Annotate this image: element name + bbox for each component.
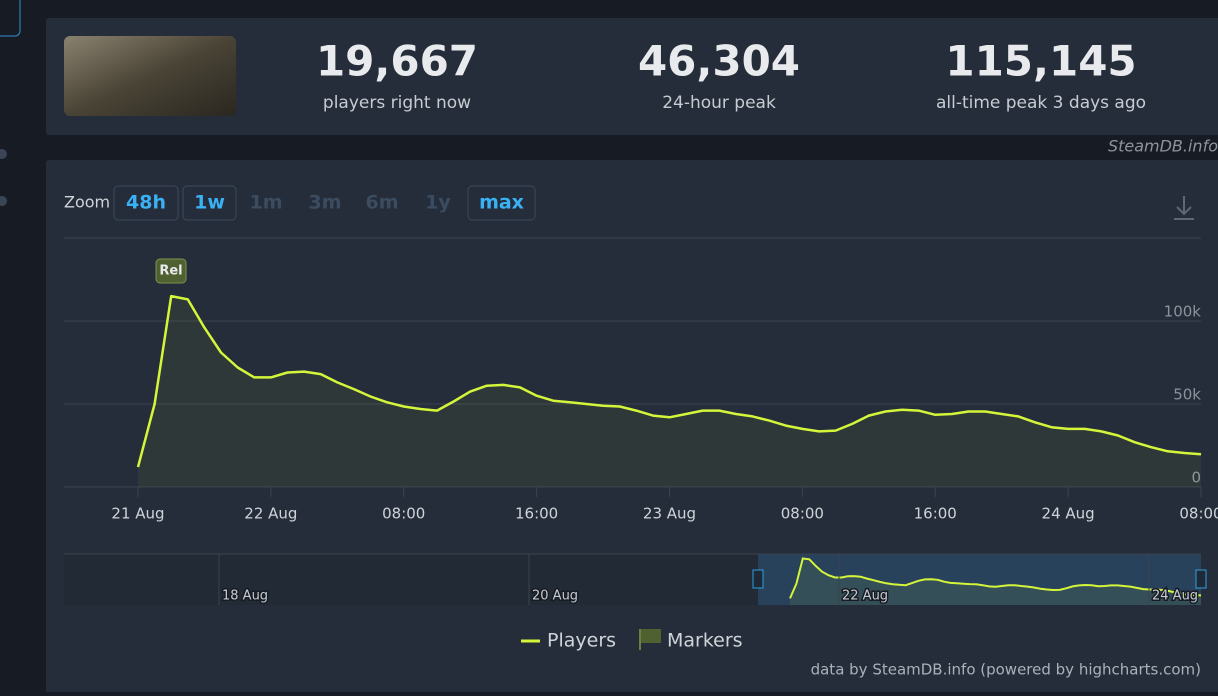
stat-value: 46,304	[638, 37, 800, 86]
marker-flag	[155, 258, 187, 284]
x-tick-label: 21 Aug	[111, 505, 164, 523]
zoom-button[interactable]	[182, 185, 237, 221]
x-tick-label: 23 Aug	[643, 505, 696, 523]
x-tick-label: 16:00	[914, 505, 957, 523]
x-tick-label: 16:00	[515, 505, 558, 523]
zoom-button-label: 3m	[308, 192, 341, 214]
stat-label: 24-hour peak	[662, 93, 776, 113]
legend-label[interactable]: Markers	[667, 630, 743, 652]
x-tick-label: 22 Aug	[244, 505, 297, 523]
navigator-handle[interactable]	[1195, 569, 1207, 589]
navigator-label: 18 Aug	[222, 589, 268, 604]
navigator-area	[790, 558, 1201, 605]
navigator-handle[interactable]	[752, 569, 764, 589]
navigator-label: 20 Aug	[532, 589, 578, 604]
legend-flag	[639, 629, 661, 650]
stat-label: all-time peak 3 days ago	[936, 93, 1146, 113]
x-tick-label: 08:00	[382, 505, 425, 523]
watermark: SteamDB.info	[1108, 137, 1218, 156]
zoom-button-label[interactable]: 1w	[194, 192, 225, 214]
zoom-button[interactable]	[467, 185, 536, 221]
x-tick-label: 08:00	[1179, 505, 1218, 523]
navigator-label: 24 Aug	[1152, 589, 1198, 604]
sidebar-dot[interactable]	[0, 149, 7, 159]
navigator-selection[interactable]	[758, 554, 1201, 605]
sidebar-dot[interactable]	[0, 196, 7, 206]
zoom-button-label[interactable]: 48h	[126, 192, 166, 214]
area	[138, 296, 1201, 487]
marker-label: Rel	[159, 264, 182, 279]
stats-card	[46, 18, 1218, 135]
sidebar-button[interactable]	[0, 0, 21, 37]
navigator-line	[789, 557, 1202, 599]
line	[136, 294, 1202, 468]
zoom-label: Zoom	[64, 193, 110, 212]
x-tick-label: 24 Aug	[1042, 505, 1095, 523]
legend-label[interactable]: Players	[547, 630, 616, 652]
download-icon[interactable]	[1174, 196, 1194, 220]
zoom-button-label: 1y	[425, 192, 451, 214]
navigator-label: 22 Aug	[842, 589, 888, 604]
stat-label: players right now	[323, 93, 471, 113]
y-tick-label: 0	[1191, 469, 1201, 487]
credit: data by SteamDB.info (powered by highcha…	[811, 661, 1201, 679]
game-image	[64, 36, 236, 116]
y-tick-label: 100k	[1164, 303, 1202, 321]
zoom-button-label: 1m	[249, 192, 282, 214]
zoom-button-label: 6m	[365, 192, 398, 214]
stat-value: 19,667	[316, 37, 478, 86]
zoom-button-label[interactable]: max	[479, 192, 524, 214]
zoom-button[interactable]	[113, 185, 179, 221]
stat-value: 115,145	[945, 37, 1136, 86]
x-tick-label: 08:00	[781, 505, 824, 523]
y-tick-label: 50k	[1173, 386, 1201, 404]
